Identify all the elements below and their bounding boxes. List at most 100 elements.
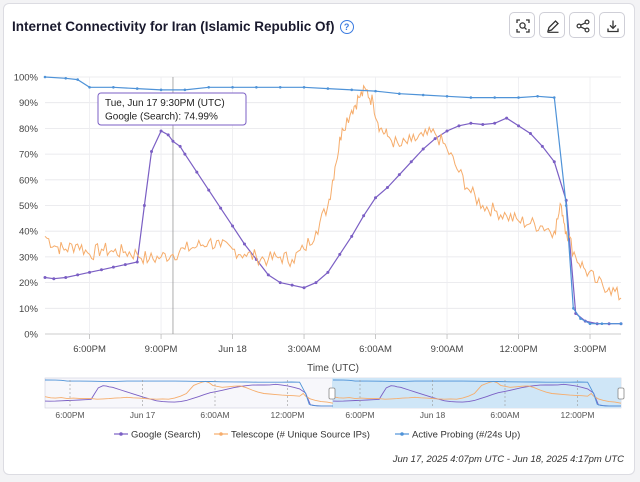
y-tick-label: 70% — [19, 150, 39, 161]
legend-marker-google — [119, 432, 123, 436]
legend-label-active-probing: Active Probing (#/24s Up) — [412, 430, 520, 441]
navigator-tick-label: Jun 17 — [130, 410, 156, 420]
x-tick-label: 6:00PM — [73, 344, 106, 355]
navigator-tick-label: 6:00AM — [200, 410, 229, 420]
chart-title: Internet Connectivity for Iran (Islamic … — [12, 19, 354, 34]
data-point-google — [552, 160, 556, 164]
y-tick-label: 80% — [19, 124, 39, 135]
data-point-google — [314, 281, 318, 285]
legend-item-active-probing[interactable]: Active Probing (#/24s Up) — [395, 430, 520, 441]
data-point-active-probing — [88, 85, 91, 89]
data-point-active-probing — [231, 85, 234, 89]
range-navigator[interactable]: 6:00PM Jun 17 6:00AM 12:00PM 6:00PM Jun 18 6:0… — [44, 377, 625, 420]
navigator-tick-label: 12:00PM — [270, 410, 304, 420]
data-point-google — [457, 124, 461, 128]
navigator-line-google — [332, 383, 621, 407]
data-point-google — [111, 265, 115, 269]
navigator-line-telescope — [44, 380, 334, 404]
data-point-active-probing — [159, 88, 163, 92]
data-point-active-probing — [398, 92, 401, 96]
y-tick-label: 40% — [19, 227, 39, 238]
data-point-google — [195, 170, 199, 174]
x-axis-label: Time (UTC) — [307, 363, 359, 374]
y-tick-label: 30% — [19, 252, 39, 263]
data-point-google — [505, 116, 509, 120]
date-range-footer: Jun 17, 2025 4:07pm UTC - Jun 18, 2025 4… — [392, 454, 624, 465]
data-point-active-probing — [536, 94, 539, 98]
data-point-google — [242, 242, 246, 246]
x-tick-label: 6:00AM — [359, 344, 392, 355]
navigator-selection[interactable] — [332, 378, 621, 408]
data-point-active-probing — [572, 307, 575, 310]
data-point-google — [88, 270, 92, 274]
data-point-active-probing — [135, 87, 139, 90]
y-tick-label: 50% — [19, 201, 39, 212]
chart-legend: Google (Search) Telescope (# Unique Sour… — [114, 430, 520, 441]
data-point-google — [219, 206, 223, 210]
chart-grid — [45, 76, 621, 339]
tooltip-box — [97, 92, 247, 126]
data-point-active-probing — [579, 317, 582, 320]
navigator-tick-label: 6:00PM — [55, 410, 84, 420]
data-point-google — [302, 286, 306, 290]
share-icon — [576, 19, 590, 33]
data-point-google — [540, 144, 544, 148]
data-point-google — [290, 283, 294, 287]
navigator-tick-label: 12:00PM — [560, 410, 594, 420]
data-point-google — [99, 268, 103, 272]
x-axis-ticks: 6:00PM 9:00PM Jun 18 3:00AM 6:00AM 9:00AM 12:0… — [73, 344, 606, 355]
series-line-telescope — [44, 84, 622, 301]
legend-label-telescope: Telescope (# Unique Source IPs) — [231, 430, 370, 441]
y-axis-ticks: 0% 10% 20% 30% 40% 50% 60% 70% 80% 90% 100% — [14, 73, 39, 341]
data-point-google — [207, 188, 211, 192]
data-point-active-probing — [76, 78, 79, 81]
data-point-google — [159, 129, 163, 133]
data-point-google — [231, 224, 235, 228]
navigator-line-active-probing — [332, 379, 621, 407]
x-tick-label: 12:00PM — [500, 344, 538, 355]
chart-tooltip: Tue, Jun 17 9:30PM (UTC) Google (Search)… — [97, 92, 247, 126]
navigator-line-active-probing — [44, 379, 333, 407]
y-tick-label: 90% — [19, 98, 39, 109]
data-point-active-probing — [493, 96, 496, 99]
legend-item-telescope[interactable]: Telescope (# Unique Source IPs) — [214, 430, 370, 441]
x-tick-label: 9:00PM — [145, 344, 178, 355]
data-point-active-probing — [421, 93, 425, 97]
chart-title-text: Internet Connectivity for Iran (Islamic … — [12, 19, 335, 34]
data-point-active-probing — [302, 85, 306, 89]
zoom-select-button[interactable] — [509, 12, 535, 38]
x-tick-label: 3:00AM — [288, 344, 321, 355]
navigator-line-telescope — [332, 380, 622, 404]
data-point-google — [142, 204, 146, 207]
data-point-active-probing — [374, 89, 377, 93]
series-line-active-probing — [44, 76, 621, 325]
download-button[interactable] — [599, 12, 625, 38]
data-point-google — [481, 123, 485, 127]
navigator-tick-label: 6:00PM — [345, 410, 374, 420]
navigator-series — [44, 379, 622, 407]
data-point-google — [421, 147, 425, 151]
data-point-active-probing — [255, 85, 258, 89]
legend-item-google[interactable]: Google (Search) — [114, 430, 201, 441]
navigator-left-handle[interactable] — [328, 387, 336, 400]
navigator-tick-label: 6:00AM — [490, 410, 519, 420]
share-button[interactable] — [569, 12, 595, 38]
data-point-google — [362, 214, 366, 218]
series-layer — [43, 75, 623, 326]
y-tick-label: 60% — [19, 175, 39, 186]
data-point-active-probing — [350, 88, 354, 92]
data-point-active-probing — [600, 322, 604, 326]
edit-button[interactable] — [539, 12, 565, 38]
series-line-google — [44, 117, 621, 325]
data-point-google — [135, 260, 139, 264]
data-point-google — [183, 152, 187, 156]
navigator-right-handle[interactable] — [617, 387, 625, 400]
x-tick-label: Jun 18 — [218, 344, 247, 355]
y-tick-label: 100% — [14, 73, 39, 84]
data-point-google — [64, 275, 68, 279]
x-tick-label: 3:00PM — [574, 344, 607, 355]
question-circle-icon[interactable]: ? — [339, 20, 354, 34]
download-icon — [607, 20, 619, 33]
data-point-google — [278, 281, 282, 285]
